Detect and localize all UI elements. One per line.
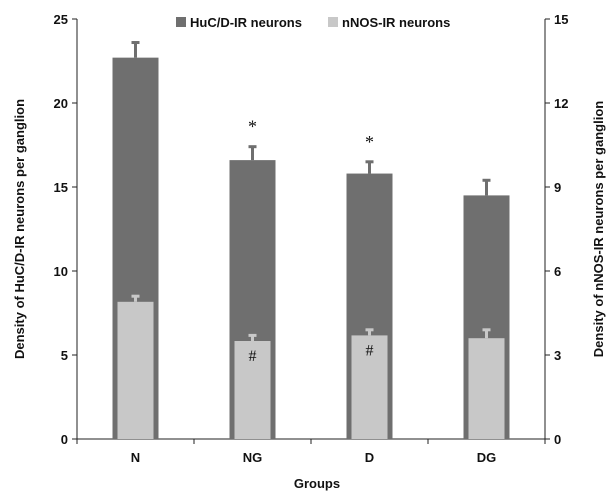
bar-nnos [468,338,505,439]
bars: * # * # [112,41,510,439]
x-tick-label: D [365,450,374,465]
significance-marker-huc: * [365,132,374,152]
bar-nnos [234,341,271,439]
right-tick-label: 9 [554,180,561,195]
left-tick-label: 0 [61,432,68,447]
bar-nnos [351,335,388,439]
x-tick-label: N [131,450,140,465]
significance-marker-nnos: # [249,348,257,365]
right-tick-label: 3 [554,348,561,363]
bar-nnos [117,301,154,439]
x-axis-ticks: N NG D DG [76,439,546,465]
left-tick-label: 25 [54,12,68,27]
right-tick-label: 12 [554,96,568,111]
left-tick-label: 15 [54,180,68,195]
x-axis-title: Groups [294,476,340,491]
legend-swatch-huc [176,17,186,27]
x-tick-label: NG [243,450,263,465]
legend-label-nnos: nNOS-IR neurons [342,15,450,30]
right-axis-title: Density of nNOS-IR neurons per ganglion [591,101,606,357]
legend: HuC/D-IR neurons nNOS-IR neurons [176,15,450,30]
left-tick-label: 5 [61,348,68,363]
right-tick-label: 6 [554,264,561,279]
legend-label-huc: HuC/D-IR neurons [190,15,302,30]
legend-swatch-nnos [328,17,338,27]
right-axis-ticks: 0 3 6 9 12 15 [545,12,568,447]
left-tick-label: 10 [54,264,68,279]
left-axis-title: Density of HuC/D-IR neurons per ganglion [12,99,27,359]
left-axis-ticks: 0 5 10 15 20 25 [54,12,77,447]
significance-marker-huc: * [248,117,257,137]
left-tick-label: 20 [54,96,68,111]
x-tick-label: DG [477,450,497,465]
right-tick-label: 0 [554,432,561,447]
significance-marker-nnos: # [366,342,374,359]
right-tick-label: 15 [554,12,568,27]
